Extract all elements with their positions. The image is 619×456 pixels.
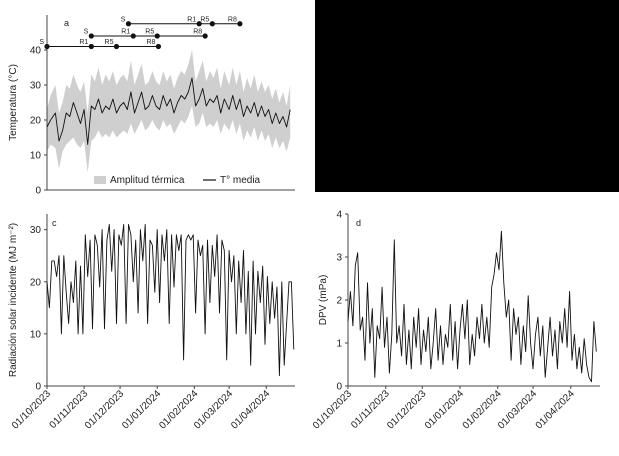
panel-letter: d [356, 218, 361, 228]
x-tick-label: 01/03/2024 [496, 388, 539, 431]
panel-temperature: 0 10 20 30 40 Temperatura (°C) a S R1 R5 R8 S R1 R5 R8… [8, 15, 295, 197]
x-tick-label: 01/04/2024 [534, 388, 577, 431]
phenology-stage-label: R1 [121, 29, 130, 36]
y-tick-label: 2 [336, 296, 342, 307]
panel-letter: a [64, 18, 69, 28]
y-tick-label: 3 [336, 253, 342, 264]
y-tick-label: 1 [336, 339, 342, 350]
phenology-stage-label: R8 [228, 16, 237, 23]
y-axis-label: Temperatura (°C) [8, 64, 19, 141]
phenology-stage-marker [130, 33, 136, 39]
phenology-stage-marker [202, 33, 208, 39]
data-series-line [46, 223, 295, 377]
x-tick-label: 01/10/2023 [311, 388, 354, 431]
phenology-stage-label: R1 [79, 39, 88, 46]
phenology-stage-label: R1 [187, 16, 196, 23]
phenology-stage-marker [209, 21, 215, 27]
x-tick-label: 01/01/2024 [423, 388, 466, 431]
legend-label: T° media [220, 175, 261, 186]
phenology-stage-label: R8 [193, 29, 202, 36]
y-tick-label: 4 [336, 210, 342, 221]
y-tick-label: 10 [30, 329, 42, 340]
x-tick-label: 01/04/2024 [229, 388, 272, 431]
data-series-line [347, 230, 597, 383]
y-tick-label: 40 [30, 46, 42, 57]
phenology-stage-marker [154, 33, 160, 39]
y-axis-label: DPV (mPa) [318, 275, 329, 326]
phenology-stage-label: R8 [146, 39, 155, 46]
phenology-stage-marker [125, 21, 132, 27]
amplitude-band-series [47, 50, 291, 173]
phenology-stage-marker [88, 43, 94, 50]
phenology-stage-marker [196, 21, 202, 27]
phenology-stage-label: S [121, 16, 126, 23]
y-tick-label: 10 [30, 151, 42, 162]
panel-letter: c [52, 218, 57, 228]
black-panel-block [315, 0, 619, 192]
phenology-stage-label: S [39, 39, 44, 46]
mean-temperature-series [46, 77, 291, 145]
legend-swatch-band [94, 176, 106, 184]
phenology-stage-label: R5 [145, 29, 154, 36]
y-tick-label: 0 [35, 382, 41, 393]
panel-solar-radiation: 0 10 20 30 Radiación solar incidente (MJ m⁻²… [8, 214, 295, 432]
phenology-stage-marker [237, 21, 243, 27]
phenology-stage-marker [88, 33, 94, 39]
phenology-stage-marker [44, 43, 50, 50]
legend-label: Amplitud térmica [110, 175, 185, 186]
y-tick-label: 20 [30, 277, 42, 288]
y-tick-label: 20 [30, 116, 42, 127]
y-axis-label: Radiación solar incidente (MJ m⁻²) [8, 223, 19, 377]
x-tick-label: 01/10/2023 [10, 388, 53, 431]
x-tick-label: 01/12/2023 [83, 388, 126, 431]
phenology-stage-marker [155, 43, 162, 50]
phenology-stage-label: R5 [105, 39, 114, 46]
phenology-stage-label: S [84, 29, 89, 36]
y-tick-label: 0 [336, 382, 342, 393]
phenology-stage-marker [113, 43, 120, 50]
y-tick-label: 0 [35, 186, 41, 197]
x-tick-label: 01/12/2023 [385, 388, 428, 431]
y-tick-label: 30 [30, 81, 42, 92]
x-tick-label: 01/01/2024 [120, 388, 163, 431]
y-tick-label: 30 [30, 225, 42, 236]
phenology-stage-label: R5 [200, 16, 209, 23]
